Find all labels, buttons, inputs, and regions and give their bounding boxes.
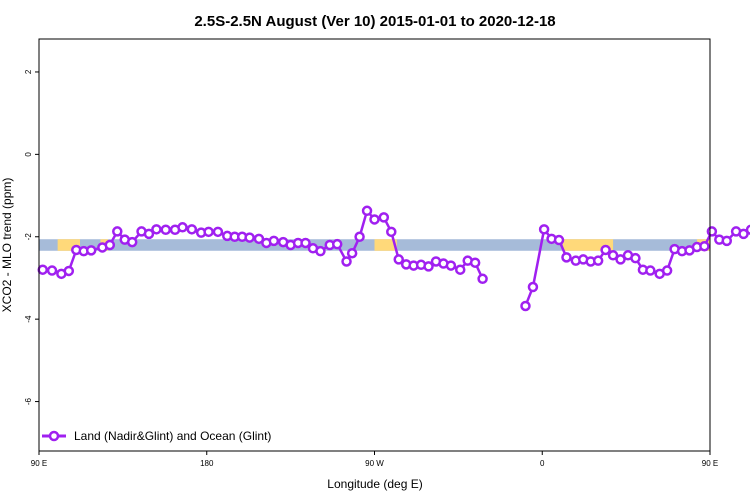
data-point	[699, 240, 710, 252]
data-point	[454, 264, 466, 275]
data-point	[600, 244, 611, 256]
data-point	[212, 226, 224, 238]
x-tick-label: 90 E	[702, 459, 718, 468]
data-point	[738, 228, 749, 240]
y-axis: 2 0 -2 -4 -6	[24, 69, 39, 405]
y-tick-label: 2	[24, 69, 33, 74]
data-point	[630, 252, 641, 264]
data-point	[85, 245, 97, 256]
data-point	[538, 224, 550, 235]
series-layer	[37, 205, 750, 312]
land-band-segment	[562, 239, 614, 251]
data-point	[561, 252, 572, 263]
data-point	[331, 238, 343, 250]
data-point	[369, 214, 380, 225]
data-point	[645, 265, 656, 276]
data-point	[469, 257, 481, 268]
legend-label: Land (Nadir&Glint) and Ocean (Glint)	[74, 429, 271, 443]
x-tick-label: 180	[200, 459, 214, 468]
data-point	[143, 228, 155, 240]
data-point	[477, 273, 488, 285]
y-tick-label: -4	[24, 315, 33, 323]
chart-title: 2.5S-2.5N August (Ver 10) 2015-01-01 to …	[194, 13, 555, 30]
x-axis: 90 E 180 90 W 0 90 E	[31, 451, 718, 468]
data-point	[661, 265, 673, 276]
data-point	[341, 256, 352, 267]
data-point	[445, 260, 457, 271]
data-point	[721, 235, 733, 247]
y-tick-label: -6	[24, 397, 33, 405]
x-tick-label: 0	[540, 459, 545, 468]
data-point	[423, 261, 434, 272]
data-point	[745, 224, 750, 235]
data-point	[346, 247, 358, 259]
data-point	[592, 255, 604, 266]
x-tick-label: 90 E	[31, 459, 47, 468]
data-point	[393, 254, 404, 265]
legend-marker-swatch	[48, 430, 60, 442]
x-axis-label: Longitude (deg E)	[327, 477, 422, 491]
data-point	[300, 237, 311, 249]
data-point	[553, 234, 565, 246]
data-point	[203, 226, 214, 238]
data-point	[315, 245, 326, 257]
data-point	[520, 300, 531, 312]
y-tick-label: -2	[24, 233, 33, 241]
data-point	[46, 265, 58, 276]
data-point	[706, 226, 718, 237]
land-band-segment	[374, 239, 397, 251]
data-point	[378, 212, 390, 223]
y-axis-label: XCO2 - MLO trend (ppm)	[0, 178, 14, 313]
data-point	[253, 233, 265, 245]
data-point	[104, 239, 116, 251]
data-point	[607, 250, 619, 261]
data-point	[361, 205, 373, 217]
data-point	[160, 224, 171, 236]
data-point	[615, 254, 626, 265]
data-point	[527, 281, 539, 293]
data-point	[268, 235, 280, 247]
data-point	[244, 232, 255, 243]
x-tick-label: 90 W	[365, 459, 384, 468]
data-point	[177, 222, 188, 233]
data-point	[126, 236, 138, 248]
y-tick-label: 0	[24, 152, 33, 157]
legend: Land (Nadir&Glint) and Ocean (Glint)	[42, 429, 271, 443]
data-point	[63, 265, 75, 277]
data-point	[186, 224, 198, 235]
data-point	[112, 226, 123, 237]
data-point	[151, 224, 162, 235]
data-point	[386, 226, 397, 238]
land-band-segment	[57, 239, 81, 251]
data-point	[37, 264, 48, 275]
data-point	[354, 231, 365, 243]
